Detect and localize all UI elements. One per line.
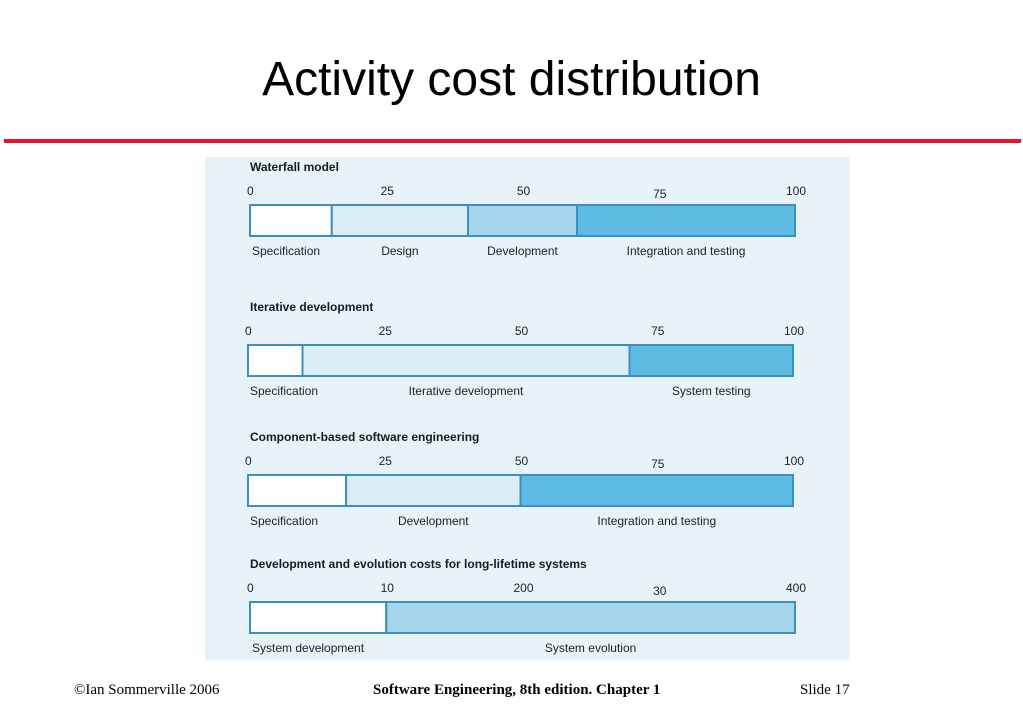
segment-label: Integration and testing — [627, 244, 746, 258]
segment-label: Iterative development — [409, 384, 524, 398]
bar-segment — [301, 344, 631, 377]
bar-segment — [628, 344, 794, 377]
scale-tick-label: 0 — [247, 184, 254, 198]
bar-segment — [467, 204, 578, 237]
scale-tick-label: 0 — [245, 324, 252, 338]
bar-segment — [247, 474, 348, 507]
bar-segment — [519, 474, 794, 507]
model-heading: Component-based software engineering — [250, 430, 479, 444]
bar-segment — [330, 204, 469, 237]
scale-tick-label: 75 — [653, 187, 667, 201]
model-heading: Development and evolution costs for long… — [250, 557, 587, 571]
segment-label: Specification — [250, 514, 318, 528]
scale-tick-label: 25 — [379, 324, 393, 338]
segment-label: Specification — [250, 384, 318, 398]
segment-label: System evolution — [545, 641, 636, 655]
segment-label: Development — [487, 244, 558, 258]
scale-tick-label: 75 — [651, 324, 665, 338]
footer-book-title: Software Engineering, 8th edition. Chapt… — [373, 682, 661, 698]
scale-tick-label: 25 — [381, 184, 395, 198]
scale-tick-label: 400 — [786, 581, 806, 595]
bar-segment — [576, 204, 796, 237]
cost-distribution-panel: Waterfall model 0 25 50 75 100 Specification De… — [205, 157, 850, 660]
scale-tick-label: 100 — [784, 324, 804, 338]
segment-label: Development — [398, 514, 469, 528]
scale-tick-label: 100 — [786, 184, 806, 198]
bar-segment — [249, 601, 388, 634]
segment-label: System testing — [672, 384, 751, 398]
scale-tick-label: 100 — [784, 454, 804, 468]
scale-tick-label: 25 — [379, 454, 393, 468]
scale-tick-label: 50 — [515, 324, 529, 338]
scale-tick-label: 50 — [517, 184, 531, 198]
scale-tick-label: 0 — [247, 581, 254, 595]
bar-segment — [385, 601, 796, 634]
scale-tick-label: 10 — [381, 581, 395, 595]
slide-title: Activity cost distribution — [262, 53, 761, 106]
segment-label: Design — [381, 244, 418, 258]
segment-label: System development — [252, 641, 365, 655]
title-divider — [4, 139, 1021, 143]
model-heading: Iterative development — [250, 300, 373, 314]
segment-label: Specification — [252, 244, 320, 258]
scale-tick-label: 0 — [245, 454, 252, 468]
bar-segment — [345, 474, 522, 507]
scale-tick-label: 75 — [651, 457, 665, 471]
bar-segment — [247, 344, 304, 377]
footer-copyright: ©Ian Sommerville 2006 — [74, 682, 220, 698]
footer-slide-number: Slide 17 — [800, 682, 850, 698]
scale-tick-label: 30 — [653, 584, 667, 598]
bar-segment — [249, 204, 333, 237]
model-heading: Waterfall model — [250, 160, 339, 174]
segment-label: Integration and testing — [597, 514, 716, 528]
scale-tick-label: 50 — [515, 454, 529, 468]
scale-tick-label: 200 — [513, 581, 533, 595]
